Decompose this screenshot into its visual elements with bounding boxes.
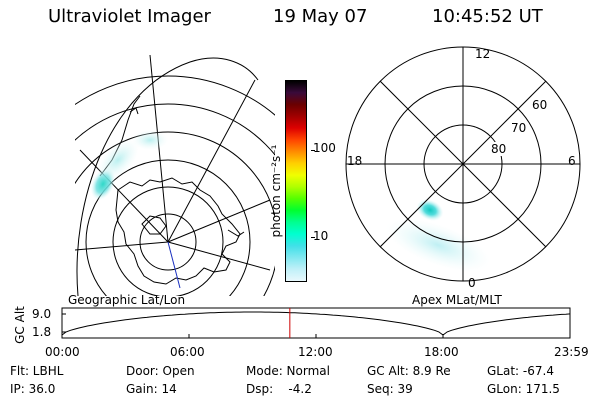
- gc-alt-info: GC Alt: 8.9 Re: [367, 364, 451, 378]
- lat-label-60: 60: [532, 98, 548, 112]
- mlt-label-right: 6: [568, 154, 576, 168]
- alt-tick-high: 9.0: [32, 307, 52, 321]
- colorbar-tick-10: 10: [313, 229, 329, 243]
- time-tick-4: 23:59: [554, 345, 589, 359]
- lat-label-80: 80: [491, 142, 507, 156]
- alt-axis-label: GC Alt: [13, 306, 27, 344]
- mode-info: Mode: Normal: [246, 364, 330, 378]
- instrument-title: Ultraviolet Imager: [48, 6, 211, 27]
- time-tick-3: 18:00: [424, 345, 459, 359]
- date-label: 19 May 07: [273, 6, 368, 27]
- glat-info: GLat: -67.4: [487, 364, 554, 378]
- time-label: 10:45:52 UT: [432, 6, 543, 27]
- mlt-label-top: 12: [475, 47, 491, 61]
- geo-caption: Geographic Lat/Lon: [68, 293, 186, 307]
- polar-caption: Apex MLat/MLT: [412, 293, 502, 307]
- mlt-label-bottom: 0: [468, 276, 476, 290]
- colorbar-tick-mark: [311, 237, 315, 238]
- gain-info: Gain: 14: [126, 382, 177, 396]
- dsp-info: Dsp: -4.2: [246, 382, 312, 396]
- colorbar: [285, 80, 307, 282]
- glon-info: GLon: 171.5: [487, 382, 560, 396]
- time-tick-0: 00:00: [45, 345, 80, 359]
- door-info: Door: Open: [126, 364, 195, 378]
- lat-label-70: 70: [511, 121, 527, 135]
- colorbar-tick-100: 100: [313, 141, 336, 155]
- filter-info: Flt: LBHL: [10, 364, 64, 378]
- ip-info: IP: 36.0: [10, 382, 56, 396]
- alt-tick-low: 1.8: [32, 325, 52, 339]
- time-tick-1: 06:00: [170, 345, 205, 359]
- colorbar-tick-mark: [311, 150, 315, 151]
- seq-info: Seq: 39: [367, 382, 413, 396]
- mlt-label-left: 18: [347, 154, 363, 168]
- time-tick-2: 12:00: [298, 345, 333, 359]
